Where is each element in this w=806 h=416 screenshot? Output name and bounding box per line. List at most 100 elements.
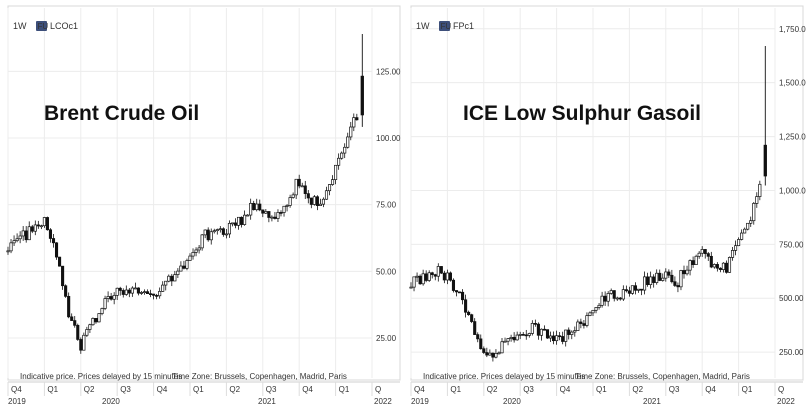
gasoil-chart-panel: 250.00 500.00 750.00 1,000.00 1,250.00 1,500.… <box>403 0 806 416</box>
candle-body <box>740 232 744 240</box>
candle-body <box>488 352 492 356</box>
x-year-label: 2019 <box>411 397 429 406</box>
candle-body <box>721 262 725 270</box>
candle-body <box>621 289 625 300</box>
candle-body <box>182 265 186 269</box>
candle-body <box>249 202 253 216</box>
candle-body <box>88 324 92 330</box>
candle-body <box>82 334 86 351</box>
candle-body <box>267 211 271 218</box>
candle-body <box>79 339 83 351</box>
y-tick-label: 125.00 <box>376 67 401 76</box>
candle-body <box>536 323 540 336</box>
candle-body <box>121 290 125 295</box>
candle-body <box>627 290 631 294</box>
candle-body <box>191 252 195 257</box>
y-tick-label: 75.00 <box>376 201 397 210</box>
candle-body <box>136 287 140 294</box>
candle-body <box>521 334 525 336</box>
candle-body <box>470 314 474 322</box>
candle-body <box>591 309 595 314</box>
candle-body <box>582 323 586 326</box>
ric-badge-text: FU <box>441 22 452 31</box>
x-quarter-label: Q1 <box>742 385 753 394</box>
candle-body <box>258 203 262 211</box>
candle-body <box>303 185 307 194</box>
candle-body <box>164 280 168 286</box>
y-tick-label: 25.00 <box>376 334 397 343</box>
candle-body <box>479 338 483 350</box>
candle-body <box>127 289 131 294</box>
y-tick-label: 1,250.00 <box>779 133 806 142</box>
candle-body <box>285 205 289 207</box>
candle-body <box>561 336 565 342</box>
candle-body <box>197 247 201 251</box>
candle-body <box>45 217 49 231</box>
candle-body <box>112 294 116 300</box>
candle-body <box>36 224 40 227</box>
candle-body <box>170 275 174 282</box>
candle-body <box>315 196 319 206</box>
candle-body <box>152 293 156 296</box>
x-quarter-label: Q2 <box>487 385 498 394</box>
candle-body <box>691 260 695 265</box>
candle-body <box>485 352 489 356</box>
x-quarter-label: Q4 <box>414 385 425 394</box>
candle-body <box>9 242 13 252</box>
candle-body <box>188 255 192 261</box>
candle-body <box>21 230 25 237</box>
candle-body <box>649 276 653 285</box>
candle-body <box>54 242 59 258</box>
candle-body <box>445 272 449 281</box>
candle-body <box>464 299 468 313</box>
candle-body <box>709 255 713 268</box>
plot-frame <box>7 5 401 381</box>
ric-badge <box>439 21 450 31</box>
candle-body <box>61 265 65 287</box>
candle-body <box>758 183 762 197</box>
candle-body <box>18 235 22 240</box>
ric-badge <box>36 21 47 31</box>
plot-frame <box>410 5 804 381</box>
candle-body <box>145 291 150 294</box>
chart-title: ICE Low Sulphur Gasoil <box>463 102 701 125</box>
candle-body <box>597 304 601 308</box>
candle-body <box>509 337 513 339</box>
candle-body <box>261 209 265 214</box>
candle-body <box>418 275 422 285</box>
candle-body <box>433 274 437 277</box>
candle-body <box>300 185 304 188</box>
candle-body <box>700 249 704 254</box>
candle-body <box>185 260 189 269</box>
candle-body <box>91 318 95 326</box>
candle-body <box>673 281 677 286</box>
x-year-label: 2021 <box>643 397 661 406</box>
x-quarter-label: Q2 <box>632 385 643 394</box>
candle-body <box>679 270 683 288</box>
candle-body <box>527 333 531 336</box>
candle-body <box>573 330 577 333</box>
candle-body <box>737 239 741 247</box>
candle-body <box>161 284 165 292</box>
candle-body <box>42 217 46 227</box>
candle-body <box>412 276 416 288</box>
candle-body <box>230 222 235 225</box>
candle-body <box>715 264 719 269</box>
candle-body <box>697 252 701 257</box>
candle-body <box>476 334 480 340</box>
x-quarter-label: Q1 <box>193 385 204 394</box>
candle-body <box>746 222 750 230</box>
candle-body <box>743 228 747 234</box>
candle-body <box>530 322 534 334</box>
candle-body <box>206 229 210 241</box>
candle-body <box>558 335 562 338</box>
candle-body <box>670 274 674 283</box>
candle-body <box>588 312 592 316</box>
candle-body <box>682 270 686 275</box>
candle-body <box>67 296 71 318</box>
candle-body <box>633 285 638 291</box>
candle-body <box>667 271 671 276</box>
candle-body <box>158 291 162 297</box>
candle-body <box>236 216 241 226</box>
candle-body <box>457 291 462 294</box>
